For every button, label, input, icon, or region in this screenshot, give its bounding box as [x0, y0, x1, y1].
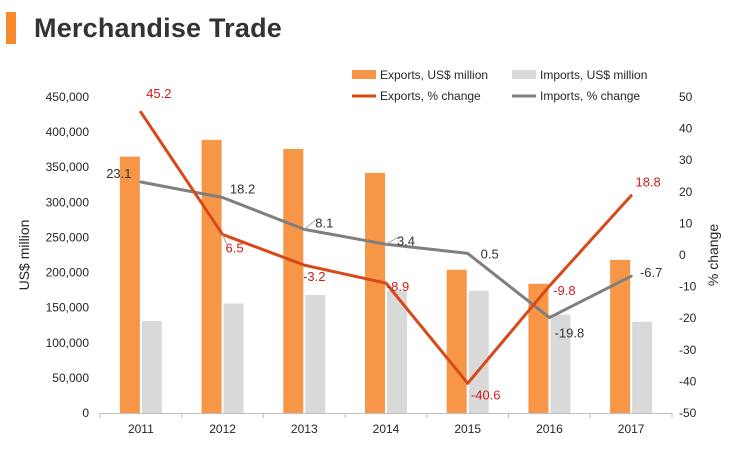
imports-data-label: 3.4 — [397, 233, 415, 248]
exports-data-label: 6.5 — [226, 240, 244, 255]
x-tick-label: 2014 — [373, 422, 400, 436]
imports-data-label: 0.5 — [481, 246, 499, 261]
y2-tick-label: 0 — [679, 248, 686, 262]
legend-swatch — [512, 70, 536, 79]
y2-tick-label: -40 — [679, 374, 697, 388]
y2-tick-label: -30 — [679, 343, 697, 357]
exports-bar — [283, 148, 304, 413]
imports-bar — [141, 321, 162, 413]
exports-data-label: 45.2 — [146, 86, 171, 101]
imports-data-label: 23.1 — [106, 166, 131, 181]
exports-data-label: 18.8 — [635, 175, 660, 190]
y-tick-label: 450,000 — [46, 90, 90, 104]
exports-data-label: -40.6 — [471, 387, 501, 402]
y2-tick-label: 30 — [679, 153, 693, 167]
exports-bar — [610, 259, 631, 413]
x-tick-label: 2011 — [128, 422, 154, 436]
exports-data-label: -8.9 — [387, 279, 409, 294]
exports-data-label-leader — [222, 234, 228, 245]
exports-bar — [528, 283, 549, 413]
page-title: Merchandise Trade — [34, 13, 282, 43]
y-tick-label: 250,000 — [46, 230, 90, 244]
exports-bar — [201, 139, 222, 413]
imports-bar — [632, 321, 653, 413]
y2-axis-title: % change — [705, 224, 721, 286]
y2-tick-label: 20 — [679, 185, 693, 199]
y2-tick-label: 50 — [679, 90, 693, 104]
imports-bar — [223, 303, 244, 413]
imports-data-label: -19.8 — [555, 326, 585, 341]
imports-data-label-leader — [303, 219, 317, 230]
y-tick-label: 300,000 — [46, 195, 90, 209]
exports-bar — [446, 269, 467, 413]
x-tick-label: 2013 — [291, 422, 318, 436]
imports-data-label: 18.2 — [230, 181, 255, 196]
x-tick-label: 2015 — [454, 422, 481, 436]
y-tick-label: 100,000 — [46, 336, 90, 350]
legend-label: Exports, % change — [380, 89, 481, 103]
x-tick-label: 2016 — [536, 422, 563, 436]
title-accent-bar — [6, 12, 16, 44]
exports-data-label: -3.2 — [303, 269, 325, 284]
y-axis-title: US$ million — [16, 220, 32, 291]
imports-bar — [468, 290, 489, 413]
y2-tick-label: -50 — [679, 406, 697, 420]
header: Merchandise Trade — [0, 0, 752, 52]
y-tick-label: 200,000 — [46, 266, 90, 280]
imports-data-label: 8.1 — [315, 215, 333, 230]
y2-tick-label: 10 — [679, 216, 693, 230]
imports-bar — [387, 290, 407, 413]
legend-label: Imports, % change — [540, 89, 640, 103]
exports-bar — [119, 156, 140, 413]
x-tick-label: 2012 — [209, 422, 236, 436]
y-tick-label: 150,000 — [46, 301, 90, 315]
imports-bar — [305, 295, 326, 413]
y2-tick-label: -20 — [679, 311, 697, 325]
legend-label: Exports, US$ million — [380, 68, 488, 82]
exports-data-label: -9.8 — [553, 283, 575, 298]
y2-tick-label: -10 — [679, 280, 697, 294]
exports-bar — [365, 172, 385, 413]
legend-label: Imports, US$ million — [540, 68, 647, 82]
y-tick-label: 350,000 — [46, 160, 90, 174]
x-tick-label: 2017 — [618, 422, 645, 436]
y-tick-label: 0 — [82, 406, 89, 420]
legend-swatch — [352, 70, 376, 79]
y-tick-label: 400,000 — [46, 125, 90, 139]
y2-tick-label: 40 — [679, 122, 693, 136]
imports-bar — [550, 314, 571, 413]
imports-data-label: -6.7 — [640, 265, 662, 280]
y-tick-label: 50,000 — [52, 371, 89, 385]
imports-data-label-leader — [385, 236, 399, 245]
